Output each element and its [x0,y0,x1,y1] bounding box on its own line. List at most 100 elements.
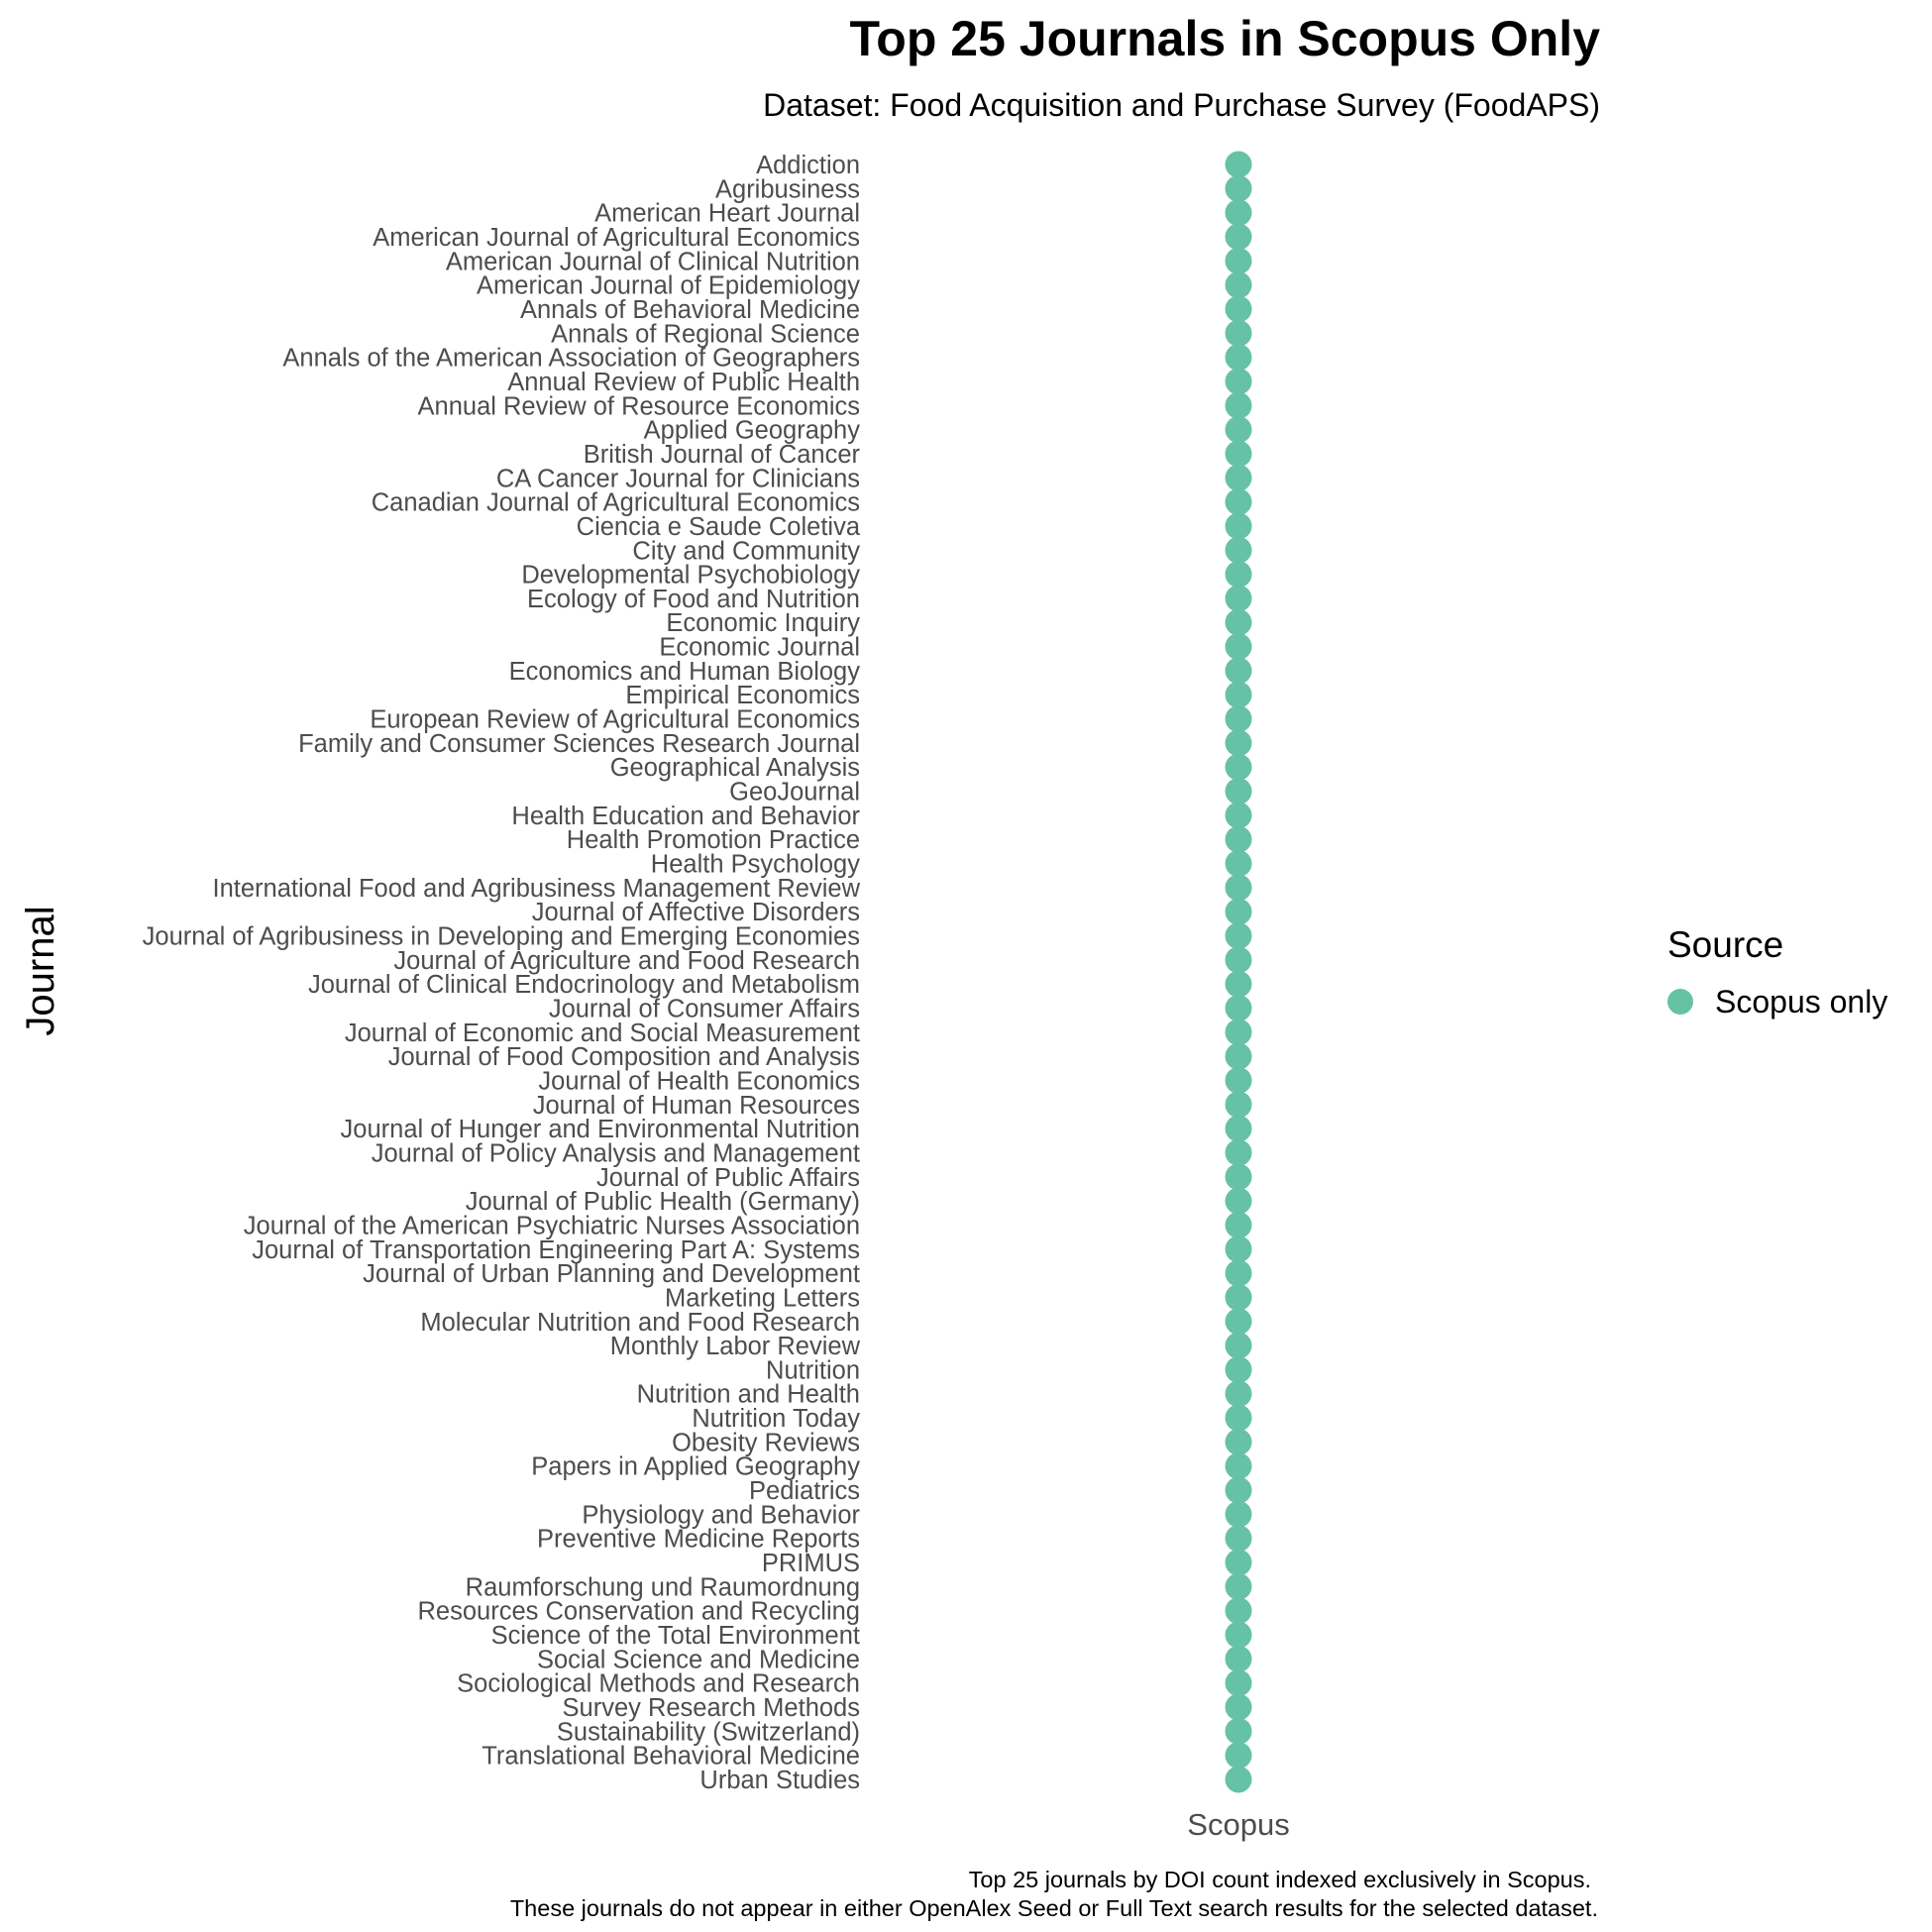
data-point [1225,1500,1252,1528]
y-tick-label: Empirical Economics [625,682,860,709]
data-point [1225,1235,1252,1263]
data-point [1225,729,1252,757]
y-tick-label: Annals of Regional Science [551,320,860,348]
y-tick-label: Social Science and Medicine [537,1646,860,1673]
data-point [1225,368,1252,395]
y-tick-label: Marketing Letters [665,1284,860,1312]
y-tick-label: Journal of Policy Analysis and Managemen… [372,1139,860,1167]
y-tick-label: Sociological Methods and Research [457,1670,860,1698]
y-tick-label: Health Promotion Practice [567,826,860,854]
data-point [1225,778,1252,805]
caption-line-2: These journals do not appear in either O… [510,1895,1598,1921]
data-point [1225,247,1252,274]
y-tick-label: American Journal of Epidemiology [477,272,860,300]
data-point [1225,1766,1252,1793]
caption-line-1: Top 25 journals by DOI count indexed exc… [969,1867,1591,1892]
y-tick-label: Journal of Transportation Engineering Pa… [252,1236,860,1264]
data-point [1225,1066,1252,1094]
y-tick-label: Applied Geography [644,417,861,445]
data-point [1225,850,1252,878]
data-point [1225,440,1252,468]
y-tick-label: Annals of the American Association of Ge… [282,345,860,373]
data-point [1225,1187,1252,1215]
data-point [1225,1115,1252,1142]
y-tick-label: American Heart Journal [594,200,860,228]
data-point [1225,705,1252,733]
data-point [1225,1259,1252,1287]
data-point [1225,1572,1252,1600]
y-tick-label: PRIMUS [762,1550,860,1577]
y-tick-label: Ciencia e Saude Coletiva [577,513,861,541]
y-tick-label: Addiction [756,152,860,179]
data-point [1225,1742,1252,1770]
y-tick-label: Ecology of Food and Nutrition [527,586,860,613]
data-point [1225,1355,1252,1383]
data-point [1225,416,1252,444]
data-point [1225,970,1252,998]
data-point [1225,151,1252,178]
y-tick-label: Canadian Journal of Agricultural Economi… [372,489,860,517]
data-point [1225,464,1252,491]
data-point [1225,1163,1252,1191]
data-point [1225,1549,1252,1576]
data-point [1225,319,1252,347]
y-tick-label: Nutrition Today [692,1405,860,1433]
y-tick-label: Obesity Reviews [672,1429,860,1456]
y-tick-label: Journal of Agriculture and Food Research [393,947,860,975]
data-point [1225,825,1252,853]
data-point [1225,1042,1252,1070]
y-tick-label: GeoJournal [729,779,860,806]
y-tick-label: Journal of Economic and Social Measureme… [345,1020,860,1047]
data-point [1225,585,1252,612]
data-point [1225,898,1252,925]
y-tick-label: Journal of Agribusiness in Developing an… [143,923,860,951]
data-point [1225,946,1252,974]
y-tick-label: Agribusiness [715,175,860,203]
y-tick-label: Annual Review of Resource Economics [418,392,860,420]
legend-key-scopus-only [1667,989,1693,1015]
y-tick-label: Translational Behavioral Medicine [482,1743,860,1771]
y-tick-label: Nutrition and Health [637,1381,860,1409]
y-tick-label: Journal of Human Resources [533,1092,860,1120]
data-point [1225,1476,1252,1504]
data-point [1225,271,1252,299]
legend-label-scopus-only: Scopus only [1715,984,1887,1020]
data-point [1225,1645,1252,1672]
y-tick-label: Preventive Medicine Reports [537,1526,860,1554]
y-tick-label: Geographical Analysis [610,754,860,782]
y-tick-label: CA Cancer Journal for Clinicians [496,465,860,492]
data-point [1225,753,1252,781]
data-point [1225,802,1252,829]
data-point [1225,922,1252,950]
chart-subtitle: Dataset: Food Acquisition and Purchase S… [763,87,1600,123]
y-tick-label: Developmental Psychobiology [521,562,860,590]
data-point [1225,994,1252,1021]
y-tick-label: City and Community [632,537,860,565]
y-tick-label: Economic Journal [659,634,860,662]
data-point [1225,1669,1252,1697]
data-point [1225,1621,1252,1649]
y-tick-label: Annual Review of Public Health [507,369,860,396]
data-point [1225,1332,1252,1359]
data-point [1225,1308,1252,1336]
data-point [1225,199,1252,227]
data-point [1225,1452,1252,1480]
data-point [1225,608,1252,636]
y-tick-label: Survey Research Methods [563,1694,860,1722]
data-point [1225,223,1252,251]
y-tick-label: Papers in Applied Geography [531,1453,860,1481]
data-point [1225,681,1252,708]
y-tick-label: Urban Studies [699,1767,860,1794]
y-tick-label: Journal of Affective Disorders [532,899,860,926]
y-tick-label: Nutrition [766,1356,860,1384]
data-point [1225,657,1252,685]
data-point [1225,633,1252,661]
data-point [1225,1138,1252,1166]
data-point [1225,512,1252,540]
y-tick-label: Economics and Human Biology [509,658,861,686]
y-tick-label: Journal of Clinical Endocrinology and Me… [308,971,860,999]
data-point [1225,174,1252,202]
y-tick-label: Journal of Public Affairs [596,1164,860,1192]
y-tick-label: Journal of Health Economics [538,1067,860,1095]
x-tick-label: Scopus [1187,1807,1289,1842]
